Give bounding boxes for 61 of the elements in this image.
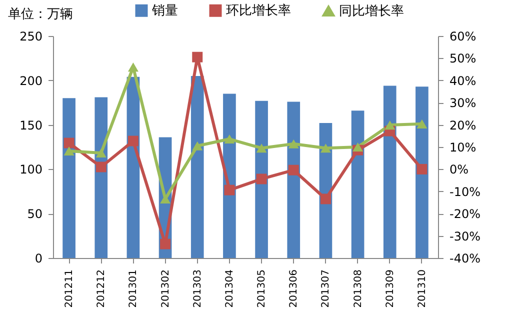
bar <box>287 102 300 258</box>
legend-label: 同比增长率 <box>339 2 404 19</box>
x-tick-label: 201310 <box>416 270 428 308</box>
y-tick-label: 200 <box>20 74 42 88</box>
bar <box>416 86 428 258</box>
y2-tick-label: -20% <box>450 207 481 222</box>
point <box>416 164 428 174</box>
y2-tick-label: 20% <box>450 118 476 132</box>
point <box>256 174 267 184</box>
y2-tick-label: 0% <box>450 162 469 177</box>
y2-tick-label: -10% <box>450 184 481 199</box>
x-tick-label: 201307 <box>320 270 332 308</box>
y2-tick-label: 40% <box>450 74 476 88</box>
y-tick-label: 100 <box>20 162 42 177</box>
point <box>96 148 106 158</box>
x-tick-label: 201211 <box>64 270 76 308</box>
bar <box>383 86 396 258</box>
point <box>416 119 428 128</box>
y2-tick-label: 10% <box>450 140 476 154</box>
x-tick-label: 201301 <box>128 270 140 308</box>
bar <box>190 76 204 258</box>
y2-tick-label: -30% <box>450 229 481 244</box>
x-tick-label: 201306 <box>288 270 300 308</box>
legend-label: 环比增长率 <box>226 2 291 19</box>
point <box>320 144 331 153</box>
y2-tick-label: 50% <box>450 52 476 66</box>
point <box>352 142 364 152</box>
x-tick-label: 201308 <box>352 270 364 308</box>
bar <box>126 76 140 258</box>
y-tick-label: 0 <box>34 252 42 266</box>
point <box>160 238 171 250</box>
point <box>128 136 138 146</box>
text: 单位：万辆 <box>8 7 73 22</box>
point <box>96 162 106 172</box>
x-tick-label: 201212 <box>96 270 108 308</box>
x-tick-label: 201305 <box>256 270 268 308</box>
y-tick-label: 250 <box>20 30 42 44</box>
y-tick-label: 150 <box>20 118 42 132</box>
bar <box>351 110 364 258</box>
point <box>192 141 203 150</box>
point <box>224 184 235 196</box>
point <box>128 62 138 72</box>
point <box>288 139 299 148</box>
x-tick-label: 201303 <box>192 270 204 308</box>
x-tick-label: 201302 <box>160 270 172 308</box>
point <box>224 134 235 144</box>
legend-label: 销量 <box>151 4 178 19</box>
point <box>64 138 74 148</box>
x-tick-label: 201309 <box>384 270 396 308</box>
point <box>64 146 74 156</box>
x-tick-label: 201304 <box>224 270 236 308</box>
point <box>288 164 299 176</box>
point <box>256 144 267 153</box>
point <box>192 52 203 62</box>
y2-tick-label: 60% <box>450 30 476 44</box>
y2-tick-label: 30% <box>450 96 476 110</box>
point <box>320 194 331 204</box>
bar <box>62 98 76 258</box>
point <box>384 120 396 130</box>
y-tick-label: 50 <box>27 207 42 222</box>
y2-tick-label: -40% <box>450 252 481 266</box>
